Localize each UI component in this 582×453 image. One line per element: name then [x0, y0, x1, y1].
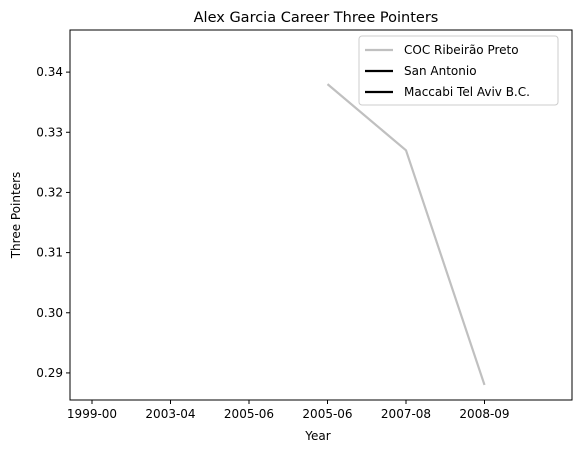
x-tick-label: 2003-04 [145, 407, 195, 421]
legend-label-1: San Antonio [404, 64, 477, 78]
series-lines [326, 83, 486, 386]
y-tick-label: 0.32 [36, 185, 63, 199]
plot-frame [69, 29, 573, 401]
x-axis-label: Year [304, 429, 330, 443]
x-axis: 1999-00 2003-04 2005-06 2005-06 2007-08 2008-… [67, 400, 510, 421]
x-tick-label: 2005-06 [302, 407, 352, 421]
y-tick-label: 0.31 [36, 246, 63, 260]
y-tick-label: 0.30 [36, 306, 63, 320]
y-tick-label: 0.33 [36, 125, 63, 139]
series-line-0 [326, 83, 486, 386]
legend-label-2: Maccabi Tel Aviv B.C. [404, 85, 530, 99]
legend-label-0: COC Ribeirão Preto [404, 43, 519, 57]
legend-box [358, 35, 559, 106]
y-tick-label: 0.29 [36, 366, 63, 380]
x-tick-label: 1999-00 [67, 407, 117, 421]
y-tick-label: 0.34 [36, 65, 63, 79]
y-axis-label: Three Pointers [9, 172, 23, 260]
legend: COC Ribeirão Preto San Antonio Maccabi Tel… [358, 35, 559, 106]
y-axis: 0.29 0.30 0.31 0.32 0.33 0.34 [36, 65, 70, 380]
x-tick-label: 2007-08 [381, 407, 431, 421]
x-tick-label: 2008-09 [459, 407, 509, 421]
x-tick-label: 2005-06 [224, 407, 274, 421]
chart-title: Alex Garcia Career Three Pointers [194, 10, 439, 26]
